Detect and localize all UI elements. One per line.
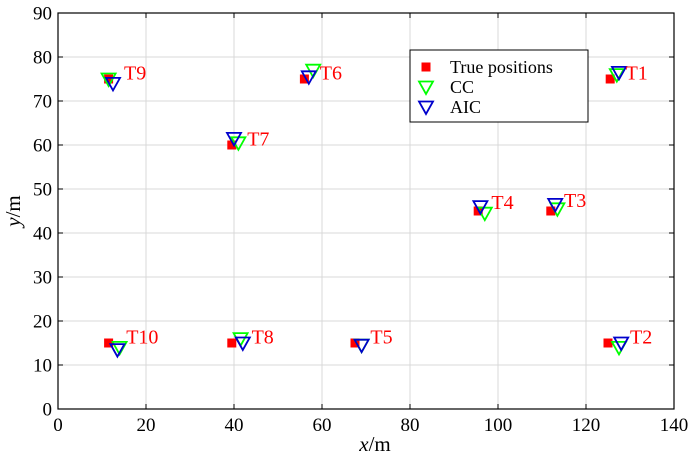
target-label-t5: T5 — [370, 326, 392, 348]
true-positions-marker-t7 — [227, 140, 237, 150]
y-tick-label-20: 20 — [33, 312, 52, 333]
y-axis-unit: /m — [1, 195, 25, 217]
data-markers — [100, 63, 630, 359]
aic-marker-t10 — [108, 343, 126, 359]
cc-marker-t4 — [476, 206, 494, 223]
x-tick-label-20: 20 — [137, 415, 156, 436]
true-positions-marker-t6 — [299, 74, 309, 84]
y-tick-label-40: 40 — [33, 224, 52, 245]
target-label-t4: T4 — [491, 192, 513, 214]
target-label-t9: T9 — [124, 62, 146, 84]
true-positions-marker-t5 — [350, 338, 360, 348]
y-tick-label-10: 10 — [33, 356, 52, 377]
true-positions-marker-t10 — [104, 338, 114, 348]
x-tick-label-80: 80 — [401, 415, 420, 436]
x-axis-var: x — [358, 432, 369, 456]
legend-marker-true-positions — [421, 62, 431, 72]
true-positions-marker-t1 — [605, 74, 615, 84]
tick-labels: 0 20 40 60 80 100 120 140 0 10 20 30 40 50 60 70 80 90 — [33, 4, 688, 437]
target-label-t3: T3 — [564, 190, 586, 212]
aic-marker-t2 — [612, 336, 630, 352]
true-positions-marker-t3 — [546, 206, 556, 216]
legend-marker-aic — [417, 100, 435, 116]
target-label-t2: T2 — [630, 326, 652, 348]
target-label-t8: T8 — [252, 326, 274, 348]
x-tick-label-40: 40 — [225, 415, 244, 436]
target-label-t6: T6 — [320, 62, 342, 84]
y-tick-label-30: 30 — [33, 268, 52, 289]
aic-marker-t9 — [104, 77, 122, 93]
aic-marker-t8 — [234, 336, 252, 352]
y-tick-label-70: 70 — [33, 92, 52, 113]
legend-label-cc: CC — [450, 77, 474, 97]
x-axis-title: x/m — [358, 432, 391, 456]
target-labels: T1 T2 T3 T4 T5 T6 T7 T8 T9 T10 — [124, 62, 652, 348]
true-positions-marker-t2 — [603, 338, 613, 348]
plot-frame — [57, 12, 675, 410]
x-tick-label-0: 0 — [53, 415, 63, 436]
x-axis-unit: /m — [369, 432, 391, 456]
y-axis-var: y — [1, 217, 25, 229]
target-label-t7: T7 — [247, 128, 269, 150]
x-tick-label-120: 120 — [572, 415, 601, 436]
legend-box — [409, 49, 589, 123]
legend-label-aic: AIC — [450, 97, 481, 117]
y-tick-label-60: 60 — [33, 136, 52, 157]
aic-marker-t7 — [225, 131, 243, 148]
aic-marker-t4 — [471, 200, 489, 216]
aic-marker-t5 — [353, 338, 371, 355]
target-label-t1: T1 — [626, 62, 648, 84]
legend-label-true-positions: True positions — [450, 57, 553, 77]
y-tick-label-80: 80 — [33, 48, 52, 69]
aic-marker-t3 — [546, 197, 564, 214]
target-label-t10: T10 — [126, 326, 158, 348]
legend-marker-cc — [417, 80, 435, 96]
y-tick-label-0: 0 — [43, 400, 53, 421]
aic-marker-t1 — [610, 66, 628, 82]
x-tick-label-60: 60 — [313, 415, 332, 436]
true-positions-marker-t8 — [227, 338, 237, 348]
y-tick-label-90: 90 — [33, 4, 52, 25]
y-axis-title: y/m — [1, 195, 25, 229]
x-tick-label-140: 140 — [660, 415, 689, 436]
y-tick-label-50: 50 — [33, 180, 52, 201]
aic-marker-t6 — [300, 70, 318, 86]
cc-marker-t9 — [100, 72, 118, 88]
axis-ticks — [57, 12, 675, 410]
x-tick-label-100: 100 — [484, 415, 513, 436]
true-positions-marker-t9 — [104, 74, 114, 84]
